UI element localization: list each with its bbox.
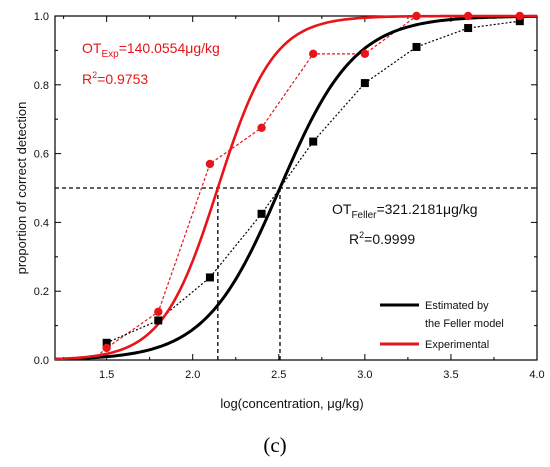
exp-r2-prefix: R (82, 71, 92, 87)
feller-r2-annotation: R2=0.9999 (349, 230, 415, 247)
feller-data-connector (106, 20, 520, 344)
experimental-data-point (102, 343, 111, 353)
exp-r2-sup: 2 (92, 70, 97, 80)
x-tick-label: 3.0 (357, 369, 372, 381)
feller-data-point (154, 316, 163, 325)
feller-r2-value: =0.9999 (364, 231, 415, 247)
experimental-data-point (412, 11, 421, 21)
exp-ot-prefix: OT (82, 40, 102, 56)
feller-data-point (309, 137, 318, 146)
feller-data-point (464, 24, 473, 33)
experimental-data-point (205, 159, 215, 169)
y-tick-label: 1.0 (34, 11, 49, 23)
series-group (54, 11, 538, 361)
x-tick-label: 2.0 (185, 369, 200, 381)
experimental-data-point (154, 307, 163, 317)
panel-label: (c) (263, 433, 286, 457)
feller-data-point (257, 209, 266, 218)
feller-ot-value: =321.2181μg/kg (376, 201, 477, 217)
x-axis-ticks: 1.5 2.0 2.5 3.0 3.5 4.0 (63, 16, 545, 381)
feller-data-point (102, 338, 111, 347)
exp-r2-annotation: R2=0.9753 (82, 70, 148, 87)
feller-data-point (515, 17, 524, 26)
exp-ot-annotation: OTExp=140.0554μg/kg (82, 40, 220, 60)
exp-r2-value: =0.9753 (97, 71, 148, 87)
exp-ot-sub: Exp (101, 49, 119, 60)
experimental-data-point (257, 123, 266, 132)
experimental-fit-curve (54, 14, 537, 361)
feller-ot-sub: Feller (351, 210, 377, 221)
feller-data-point (360, 79, 369, 88)
legend-label-experimental: Experimental (425, 339, 489, 351)
y-axis-title: proportion of correct detection (14, 102, 29, 275)
x-tick-label: 3.5 (443, 369, 458, 381)
y-tick-label: 0.6 (34, 149, 49, 161)
legend: Estimated by the Feller model Experiment… (380, 300, 504, 351)
feller-r2-sup: 2 (359, 230, 364, 240)
feller-data-point (205, 273, 214, 282)
y-tick-label: 0.0 (34, 355, 49, 367)
feller-ot-prefix: OT (332, 201, 352, 217)
legend-label-feller-line2: the Feller model (425, 318, 504, 330)
threshold-lines (55, 187, 537, 360)
feller-fit-curve (54, 14, 538, 361)
feller-data-point (412, 42, 421, 51)
y-tick-label: 0.8 (34, 80, 49, 92)
exp-ot-value: =140.0554μg/kg (119, 40, 220, 56)
x-tick-label: 4.0 (529, 369, 544, 381)
experimental-data-point (360, 49, 370, 59)
experimental-data-point (309, 49, 318, 59)
x-axis-title: log(concentration, μg/kg) (220, 396, 363, 411)
y-tick-label: 0.4 (34, 217, 49, 229)
feller-r2-prefix: R (349, 231, 359, 247)
experimental-data-point (463, 11, 473, 21)
y-tick-label: 0.2 (34, 286, 49, 298)
y-axis-ticks: 0.0 0.2 0.4 0.6 0.8 1.0 (34, 11, 537, 367)
x-tick-label: 2.5 (271, 369, 286, 381)
feller-ot-annotation: OTFeller=321.2181μg/kg (332, 201, 478, 221)
experimental-data-point (515, 11, 524, 21)
legend-label-feller-line1: Estimated by (425, 300, 489, 312)
x-tick-label: 1.5 (99, 369, 114, 381)
